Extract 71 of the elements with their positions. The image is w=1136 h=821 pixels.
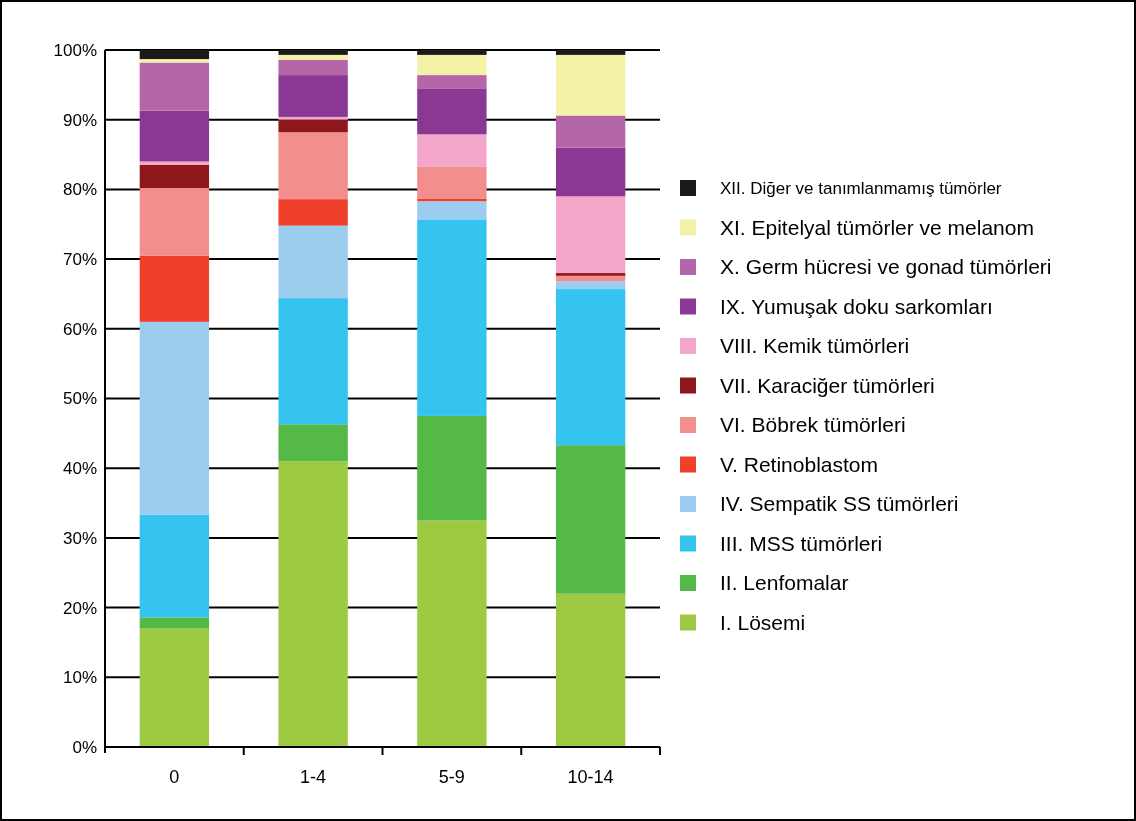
y-tick-label: 60% [62, 319, 97, 339]
legend-label: VIII. Kemik tümörleri [720, 334, 910, 358]
bar [417, 415, 487, 521]
bar [139, 617, 210, 629]
bar [417, 201, 487, 220]
bar [417, 50, 487, 55]
bar [555, 115, 626, 148]
bar [278, 59, 348, 76]
y-tick-label: 10% [62, 668, 97, 688]
bar [417, 166, 487, 199]
x-tick-label: 10-14 [567, 767, 614, 787]
bar [555, 445, 626, 594]
y-tick-label: 40% [62, 459, 97, 479]
bar [417, 75, 487, 89]
bar [278, 424, 348, 462]
bar [555, 54, 626, 116]
legend-label: I. Lösemi [720, 610, 806, 634]
bar [278, 75, 348, 117]
bar [278, 132, 348, 200]
bar [417, 88, 487, 135]
bar [139, 188, 210, 256]
bar [417, 198, 487, 202]
y-tick-label: 90% [62, 110, 97, 130]
y-tick-label: 100% [53, 40, 97, 60]
bar [139, 321, 210, 515]
y-tick-label: 30% [62, 528, 97, 548]
legend-label: II. Lenfomalar [720, 571, 849, 595]
bar [139, 50, 210, 60]
bar [278, 461, 348, 747]
bar [139, 514, 210, 618]
bar [278, 54, 348, 60]
y-tick-label: 70% [62, 250, 97, 270]
bar [555, 281, 626, 290]
bar [139, 165, 210, 189]
x-tick-label: 0 [169, 767, 180, 787]
bar [278, 199, 348, 226]
legend-label: V. Retinoblastom [720, 452, 878, 476]
bar [139, 59, 210, 63]
y-tick-label: 80% [62, 180, 97, 200]
y-tick-label: 0% [72, 737, 97, 757]
bar [555, 273, 626, 276]
bar [278, 298, 348, 425]
bar [417, 54, 487, 76]
legend-label: XI. Epitelyal tümörler ve melanom [720, 215, 1034, 239]
bar [555, 289, 626, 446]
legend-label: XII. Diğer ve tanımlanmamış tümörler [720, 178, 1002, 198]
bar [417, 134, 487, 167]
bar [555, 50, 626, 55]
x-tick-label: 5-9 [438, 767, 465, 787]
y-tick-label: 20% [62, 598, 97, 618]
legend-label: X. Germ hücresi ve gonad tümörleri [720, 255, 1052, 279]
legend-label: VII. Karaciğer tümörleri [720, 373, 935, 397]
x-tick-label: 1-4 [300, 767, 327, 787]
bar [417, 219, 487, 416]
bar [555, 147, 626, 197]
y-tick-label: 50% [62, 389, 97, 409]
bar [417, 520, 487, 747]
bar [555, 196, 626, 274]
bar [278, 119, 348, 133]
bar [278, 116, 348, 120]
bar [139, 255, 210, 322]
bar [139, 62, 210, 111]
bar [139, 628, 210, 747]
bar [278, 50, 348, 55]
legend-label: IX. Yumuşak doku sarkomları [720, 294, 993, 318]
bar [139, 110, 210, 162]
legend-label: IV. Sempatik SS tümörleri [720, 492, 959, 516]
legend-label: VI. Böbrek tümörleri [720, 413, 906, 437]
bar [278, 225, 348, 299]
bar [555, 593, 626, 747]
legend-label: III. MSS tümörleri [720, 531, 883, 555]
